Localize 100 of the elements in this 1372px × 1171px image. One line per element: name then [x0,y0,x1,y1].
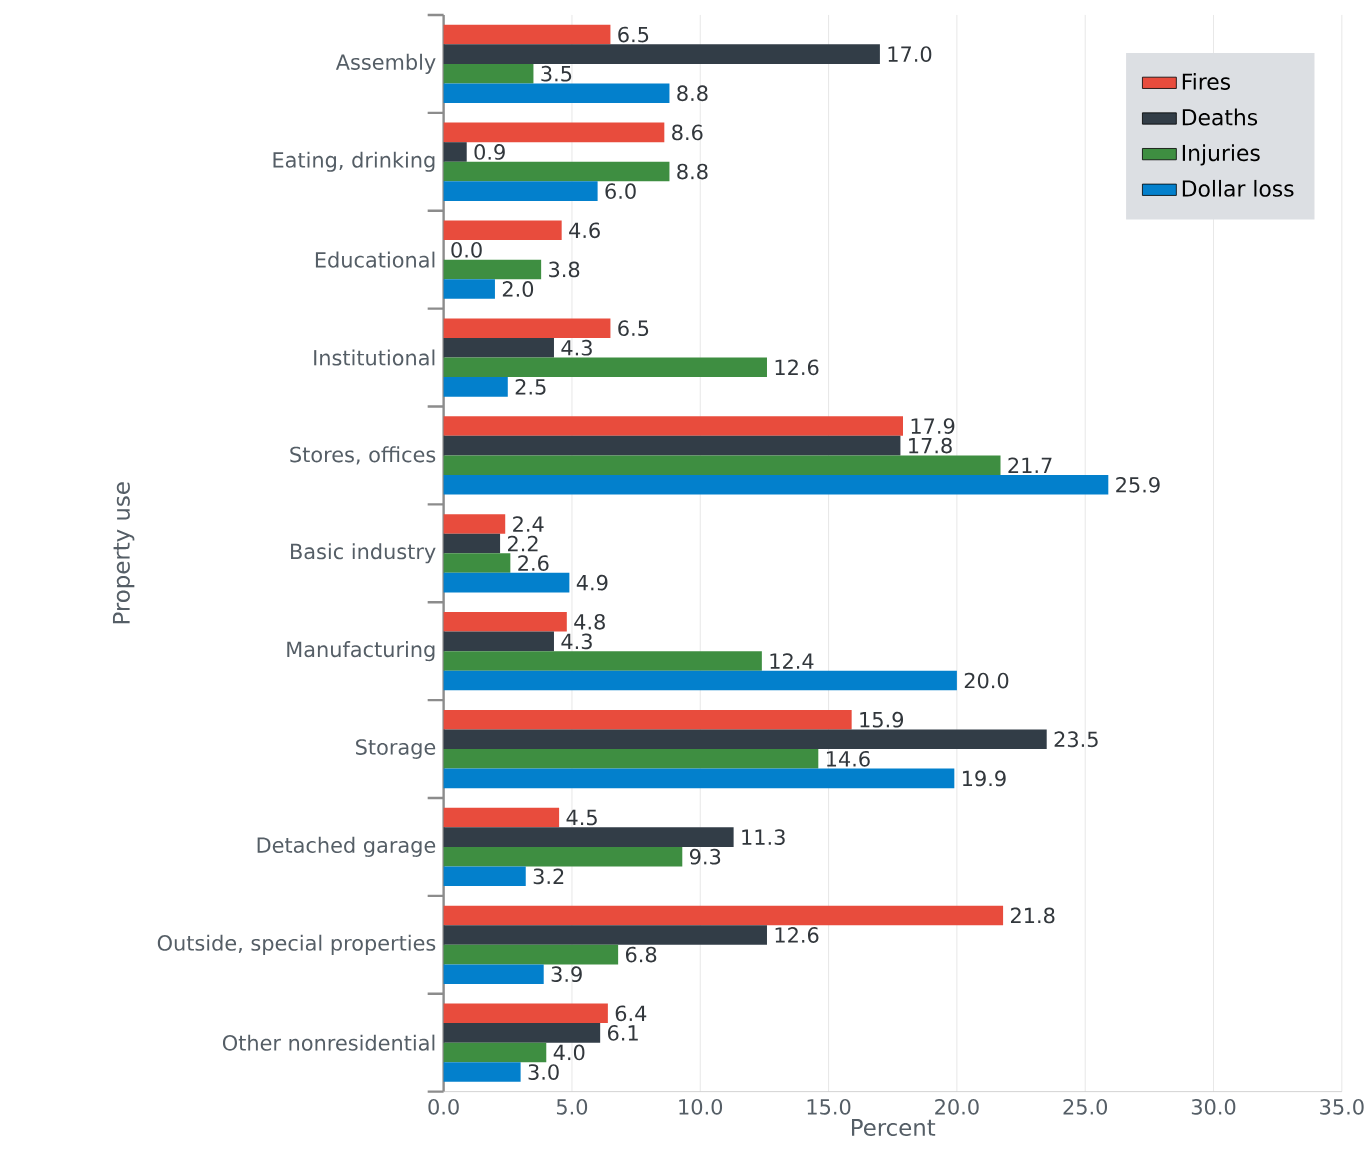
bar [443,533,501,554]
bar [443,1062,521,1082]
bar [443,259,542,280]
bar [443,455,1001,475]
bar [443,63,534,84]
data-label: 6.4 [615,1005,647,1022]
x-tick-label: 15.0 [807,1098,851,1115]
bar [443,905,1004,926]
data-label: 3.5 [541,65,572,82]
bar [443,748,819,769]
data-label: 20.0 [964,672,1009,689]
data-label: 12.6 [775,359,819,376]
y-tick-label: Stores, offices [290,446,436,465]
y-tick-label: Manufacturing [287,640,435,662]
bar [443,83,670,103]
data-label: 11.3 [742,829,785,845]
data-label: 0.0 [451,241,482,258]
data-label: 4.9 [576,574,608,591]
data-label: 8.8 [677,163,708,180]
legend-label: Dollar loss [1182,179,1294,197]
bar [443,161,670,182]
bar [443,1022,601,1043]
bar [443,220,562,240]
data-label: 0.9 [474,143,505,160]
data-label: 25.9 [1116,476,1160,493]
bar [443,357,767,377]
x-tick-label: 35.0 [1320,1098,1364,1115]
y-tick-label: Other nonresidential [222,1034,435,1051]
bar [443,318,611,338]
data-label: 4.3 [561,633,592,650]
bar [443,122,665,143]
bar [443,631,554,651]
data-label: 8.6 [672,124,703,141]
data-label: 17.0 [888,46,932,62]
legend-label: Deaths [1182,108,1258,126]
data-label: 4.6 [569,222,600,238]
bar [443,376,508,397]
bar [443,768,955,789]
data-label: 14.6 [826,750,870,767]
y-tick-label: Eating, drinking [273,151,435,172]
bar [443,24,611,45]
bar [443,181,598,201]
y-tick-label: Educational [315,251,435,268]
x-tick-label: 0.0 [428,1098,459,1115]
y-tick-label: Assembly [335,53,436,74]
bar [443,650,762,671]
data-label: 17.9 [911,417,955,434]
bar [443,474,1109,495]
x-tick-label: 5.0 [556,1098,588,1115]
data-label: 2.6 [518,555,549,571]
bar [443,611,567,632]
x-tick-label: 20.0 [935,1098,979,1115]
data-label: 2.4 [513,516,544,532]
bar [443,416,903,436]
legend-label: Injuries [1182,144,1260,166]
data-label: 2.2 [507,535,538,552]
data-label: 9.3 [689,848,721,865]
x-tick-label: 30.0 [1191,1098,1236,1115]
x-tick-label: 10.0 [679,1098,723,1115]
data-label: 17.8 [909,437,952,454]
data-label: 3.2 [533,868,564,884]
x-tick-label: 25.0 [1063,1098,1108,1115]
bar [443,553,511,573]
data-label: 6.0 [605,183,636,199]
bar [443,709,852,730]
data-label: 12.4 [770,653,814,669]
bar [443,827,734,847]
data-label: 6.5 [618,26,649,43]
data-label: 21.8 [1010,907,1055,924]
data-label: 4.5 [566,809,597,826]
bar [443,44,880,64]
bar [443,572,570,593]
data-label: 19.9 [962,770,1006,787]
data-label: 15.9 [860,711,904,728]
bar [443,964,544,984]
legend-label: Fires [1182,72,1231,90]
bar [443,944,619,965]
bar [443,279,495,299]
y-tick-label: Storage [356,738,436,759]
data-label: 4.3 [561,339,592,356]
data-label: 6.1 [608,1024,638,1041]
data-label: 6.8 [625,946,657,963]
data-label: 4.0 [553,1044,585,1061]
bar [443,866,526,886]
bar [443,1003,608,1023]
y-tick-label: Detached garage [257,836,436,857]
y-tick-label: Outside, special properties [157,934,436,955]
bar [443,729,1047,749]
bar [443,670,957,691]
bar [443,1042,547,1063]
data-label: 12.6 [775,926,819,943]
bar [443,846,683,867]
y-tick-label: Institutional [314,349,435,366]
data-label: 2.5 [515,378,546,395]
data-label: 4.8 [574,613,605,630]
bar [443,142,467,162]
bar [443,435,901,456]
data-label: 3.0 [528,1063,559,1080]
y-axis-title: Property use [112,482,135,624]
x-axis-title: Percent [852,1118,936,1136]
